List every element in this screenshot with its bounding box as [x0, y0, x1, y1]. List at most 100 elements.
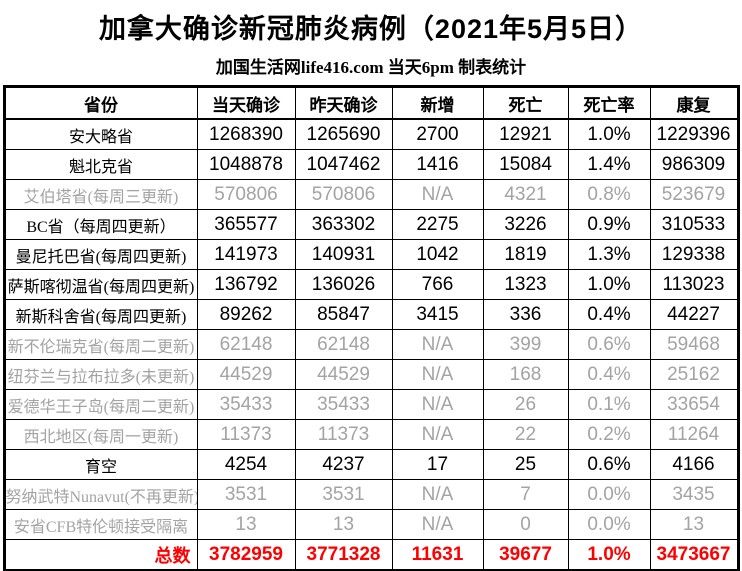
- table-row: 艾伯塔省(每周三更新) 570806 570806 N/A 4321 0.8% 523679: [3, 179, 739, 210]
- cell-yesterday: 11373: [294, 419, 393, 450]
- cell-recovered: 3473667: [649, 539, 739, 571]
- cell-today: 13: [196, 509, 296, 540]
- cell-today: 4254: [196, 449, 296, 480]
- cell-deaths: 12921: [482, 118, 569, 150]
- cell-recovered: 59468: [649, 329, 739, 360]
- cell-today: 570806: [196, 179, 296, 210]
- cell-deaths: 15084: [482, 149, 569, 180]
- cell-death_rate: 0.6%: [567, 449, 651, 480]
- cell-recovered: 129338: [649, 239, 739, 270]
- cell-new_cases: 3415: [391, 299, 484, 330]
- cell-yesterday: 4237: [294, 449, 393, 480]
- column-header-recovered: 康复: [649, 86, 739, 120]
- cell-yesterday: 363302: [294, 209, 393, 240]
- cell-today: 3782959: [196, 539, 296, 571]
- cell-recovered: 13: [649, 509, 739, 540]
- cell-province: 总数: [3, 539, 198, 571]
- cell-province: 新不伦瑞克省(每周二更新): [3, 329, 198, 360]
- column-header-yesterday: 昨天确诊: [294, 86, 393, 120]
- covid-table: 省份 当天确诊 昨天确诊 新增 死亡 死亡率 康复 安大略省 1268390 1265690 27…: [2, 85, 740, 571]
- cell-yesterday: 136026: [294, 269, 393, 300]
- cell-recovered: 1229396: [649, 118, 739, 150]
- cell-recovered: 986309: [649, 149, 739, 180]
- cell-today: 3531: [196, 479, 296, 510]
- cell-new_cases: N/A: [391, 179, 484, 210]
- cell-province: 曼尼托巴省(每周四更新): [3, 239, 198, 270]
- table-row: 爱德华王子岛(每周二更新) 35433 35433 N/A 26 0.1% 33654: [3, 389, 739, 420]
- table-row: 魁北克省 1048878 1047462 1416 15084 1.4% 986309: [3, 149, 739, 180]
- cell-recovered: 25162: [649, 359, 739, 390]
- cell-yesterday: 140931: [294, 239, 393, 270]
- cell-province: 纽芬兰与拉布拉多(未更新): [3, 359, 198, 390]
- cell-recovered: 11264: [649, 419, 739, 450]
- cell-yesterday: 13: [294, 509, 393, 540]
- table-row: 育空 4254 4237 17 25 0.6% 4166: [3, 449, 739, 480]
- cell-death_rate: 1.3%: [567, 239, 651, 270]
- cell-death_rate: 0.0%: [567, 479, 651, 510]
- cell-yesterday: 1265690: [294, 118, 393, 150]
- cell-province: 新斯科舍省(每周四更新): [3, 299, 198, 330]
- cell-death_rate: 1.0%: [567, 269, 651, 300]
- table-row: 西北地区(每周一更新) 11373 11373 N/A 22 0.2% 11264: [3, 419, 739, 450]
- cell-death_rate: 1.0%: [567, 539, 651, 571]
- cell-today: 1268390: [196, 118, 296, 150]
- cell-province: 西北地区(每周一更新): [3, 419, 198, 450]
- cell-province: 艾伯塔省(每周三更新): [3, 179, 198, 210]
- cell-death_rate: 0.6%: [567, 329, 651, 360]
- cell-new_cases: 2700: [391, 118, 484, 150]
- cell-new_cases: N/A: [391, 389, 484, 420]
- cell-deaths: 399: [482, 329, 569, 360]
- table-row: 新斯科舍省(每周四更新) 89262 85847 3415 336 0.4% 44227: [3, 299, 739, 330]
- table-row: BC省（每周四更新） 365577 363302 2275 3226 0.9% 310533: [3, 209, 739, 240]
- cell-province: 萨斯喀彻温省(每周四更新): [3, 269, 198, 300]
- column-header-today: 当天确诊: [196, 86, 296, 120]
- cell-province: 魁北克省: [3, 149, 198, 180]
- table-header-row: 省份 当天确诊 昨天确诊 新增 死亡 死亡率 康复: [3, 86, 739, 120]
- table-row: 纽芬兰与拉布拉多(未更新) 44529 44529 N/A 168 0.4% 25162: [3, 359, 739, 390]
- page-title: 加拿大确诊新冠肺炎病例（2021年5月5日）: [98, 14, 644, 44]
- cell-yesterday: 1047462: [294, 149, 393, 180]
- cell-today: 44529: [196, 359, 296, 390]
- table-row: 安省CFB特伦顿接受隔离 13 13 N/A 0 0.0% 13: [3, 509, 739, 540]
- column-header-new_cases: 新增: [391, 86, 484, 120]
- cell-new_cases: 11631: [391, 539, 484, 571]
- cell-new_cases: N/A: [391, 359, 484, 390]
- cell-today: 141973: [196, 239, 296, 270]
- cell-province: 努纳武特Nunavut(不再更新): [3, 479, 198, 510]
- cell-province: 安大略省: [3, 118, 198, 150]
- table-row: 努纳武特Nunavut(不再更新) 3531 3531 N/A 7 0.0% 3435: [3, 479, 739, 510]
- cell-death_rate: 1.4%: [567, 149, 651, 180]
- cell-yesterday: 3771328: [294, 539, 393, 571]
- cell-death_rate: 0.2%: [567, 419, 651, 450]
- cell-deaths: 22: [482, 419, 569, 450]
- cell-new_cases: N/A: [391, 479, 484, 510]
- cell-deaths: 39677: [482, 539, 569, 571]
- cell-yesterday: 570806: [294, 179, 393, 210]
- column-header-death_rate: 死亡率: [567, 86, 651, 120]
- cell-deaths: 1323: [482, 269, 569, 300]
- cell-new_cases: N/A: [391, 419, 484, 450]
- cell-new_cases: N/A: [391, 329, 484, 360]
- cell-death_rate: 0.1%: [567, 389, 651, 420]
- cell-today: 136792: [196, 269, 296, 300]
- cell-recovered: 33654: [649, 389, 739, 420]
- cell-today: 11373: [196, 419, 296, 450]
- cell-province: 安省CFB特伦顿接受隔离: [3, 509, 198, 540]
- cell-yesterday: 62148: [294, 329, 393, 360]
- cell-new_cases: 1416: [391, 149, 484, 180]
- cell-yesterday: 3531: [294, 479, 393, 510]
- cell-today: 35433: [196, 389, 296, 420]
- cell-province: BC省（每周四更新）: [3, 209, 198, 240]
- table-row: 安大略省 1268390 1265690 2700 12921 1.0% 1229396: [3, 118, 739, 150]
- cell-new_cases: N/A: [391, 509, 484, 540]
- page-subtitle: 加国生活网life416.com 当天6pm 制表统计: [215, 58, 527, 77]
- cell-recovered: 44227: [649, 299, 739, 330]
- cell-new_cases: 17: [391, 449, 484, 480]
- cell-recovered: 310533: [649, 209, 739, 240]
- cell-yesterday: 44529: [294, 359, 393, 390]
- cell-province: 爱德华王子岛(每周二更新): [3, 389, 198, 420]
- cell-death_rate: 0.9%: [567, 209, 651, 240]
- cell-today: 1048878: [196, 149, 296, 180]
- cell-death_rate: 0.8%: [567, 179, 651, 210]
- column-header-deaths: 死亡: [482, 86, 569, 120]
